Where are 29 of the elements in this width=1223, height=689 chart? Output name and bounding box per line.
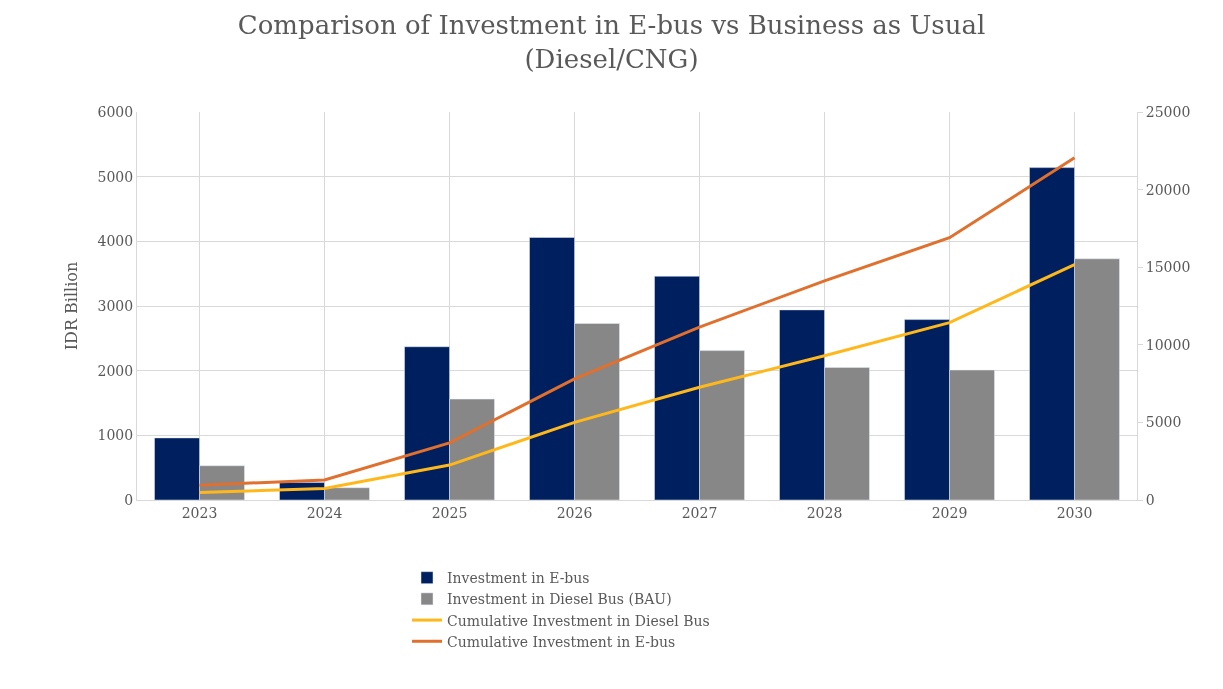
y2-tick-label: 25000	[1145, 103, 1191, 120]
x-tick-label: 2023	[181, 504, 218, 521]
line-series	[198, 156, 1076, 487]
legend-label: Investment in Diesel Bus (BAU)	[447, 591, 672, 608]
y2-tick-label: 5000	[1145, 414, 1182, 431]
y-tick-label: 3000	[97, 297, 134, 314]
y-tick-label: 4000	[97, 233, 134, 250]
y-tick-label: 5000	[97, 168, 134, 185]
x-tick-label: 2025	[431, 504, 468, 521]
legend-label: Cumulative Investment in E-bus	[447, 633, 676, 650]
x-tick-label: 2026	[556, 504, 593, 521]
y-tick-label: 0	[124, 491, 134, 508]
y2-tick-label: 20000	[1145, 181, 1191, 198]
line-series	[198, 263, 1076, 495]
y-tick-label: 2000	[97, 362, 134, 379]
y-tick-label: 6000	[97, 103, 134, 120]
x-tick-label: 2029	[931, 504, 968, 521]
y-axis-title: IDR Billion	[62, 261, 82, 351]
legend-label: Investment in E-bus	[447, 570, 590, 587]
legend-label: Cumulative Investment in Diesel Bus	[447, 612, 710, 629]
y-tick-label: 1000	[97, 427, 134, 444]
x-tick-label: 2027	[681, 504, 718, 521]
x-tick-label: 2028	[806, 504, 843, 521]
x-tick-label: 2030	[1056, 504, 1093, 521]
chart-title: Comparison of Investment in E-bus vs Business as Usual (Diesel/CNG)	[237, 10, 986, 75]
y2-tick-label: 10000	[1145, 336, 1191, 353]
x-tick-label: 2024	[306, 504, 343, 521]
y2-tick-label: 0	[1145, 491, 1155, 508]
y2-tick-label: 15000	[1145, 259, 1191, 276]
